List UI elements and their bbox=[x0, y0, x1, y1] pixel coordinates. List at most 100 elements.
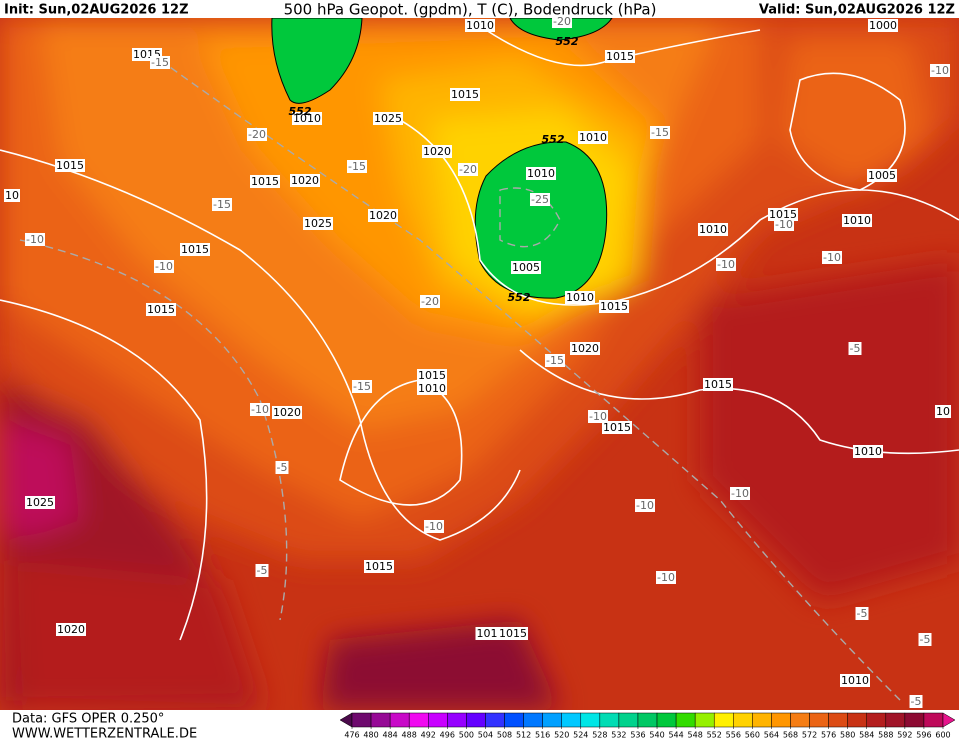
colorbar-bin bbox=[694, 712, 715, 728]
isobar-label-box bbox=[526, 167, 556, 180]
isobar-label: 1010 bbox=[843, 214, 871, 227]
temperature-label: -10 bbox=[589, 410, 607, 423]
temperature-label-box bbox=[255, 564, 269, 577]
colorbar-bin bbox=[847, 712, 867, 728]
isobar-label: 1010 bbox=[527, 167, 555, 180]
colorbar-label: 576 bbox=[821, 731, 836, 740]
isobar-label: 1020 bbox=[273, 406, 301, 419]
isobar-label-box bbox=[272, 406, 302, 419]
temperature-label-box bbox=[822, 251, 842, 264]
isobar-label-box bbox=[417, 369, 447, 382]
temperature-label-box bbox=[918, 633, 932, 646]
colorbar-bin bbox=[599, 712, 620, 728]
temperature-label: -5 bbox=[257, 564, 268, 577]
colorbar-label: 596 bbox=[916, 731, 931, 740]
colorbar-bin bbox=[733, 712, 753, 728]
colorbar-bin bbox=[618, 712, 639, 728]
isobar-label: 1010 bbox=[854, 445, 882, 458]
colorbar-label: 572 bbox=[802, 731, 817, 740]
isobar-label: 101 bbox=[477, 627, 498, 640]
colorbar-bin bbox=[904, 712, 925, 728]
site-name: WWW.WETTERZENTRALE.DE bbox=[12, 727, 197, 741]
colorbar-bin bbox=[370, 712, 391, 728]
temperature-label: -10 bbox=[657, 571, 675, 584]
colorbar-bin bbox=[713, 712, 734, 728]
colorbar-label: 512 bbox=[516, 731, 531, 740]
temperature-label: -10 bbox=[251, 403, 269, 416]
colorbar-label: 552 bbox=[707, 731, 722, 740]
temperature-label: -15 bbox=[651, 126, 669, 139]
colorbar-bin bbox=[675, 712, 696, 728]
temperature-label-box bbox=[530, 193, 550, 206]
colorbar-bin bbox=[828, 712, 848, 728]
isobar-label: 1010 bbox=[418, 382, 446, 395]
isobar-label-box bbox=[364, 560, 394, 573]
isobar-label: 1015 bbox=[451, 88, 479, 101]
temperature-label-box bbox=[347, 160, 367, 173]
colorbar-bin bbox=[752, 712, 772, 728]
colorbar-bin bbox=[504, 712, 524, 728]
map-title: 500 hPa Geopot. (gpdm), T (C), Bodendruc… bbox=[284, 1, 657, 19]
isobar-label-box bbox=[146, 303, 176, 316]
isobar-label-box bbox=[578, 131, 608, 144]
isobar-label-box bbox=[422, 145, 452, 158]
isobar-label: 1015 bbox=[147, 303, 175, 316]
colorbar-label: 524 bbox=[573, 731, 588, 740]
colorbar-bin bbox=[866, 712, 887, 728]
isobar-label: 1000 bbox=[869, 19, 897, 32]
isobar-label: 1015 bbox=[769, 208, 797, 221]
temperature-label: -20 bbox=[553, 15, 571, 28]
isobar-label: 1020 bbox=[423, 145, 451, 158]
temperature-label: -15 bbox=[348, 160, 366, 173]
isobar-label-box bbox=[935, 405, 951, 418]
colorbar-bin bbox=[561, 712, 582, 728]
isobar-label-box bbox=[450, 88, 480, 101]
temperature-label: -10 bbox=[636, 499, 654, 512]
colorbar-label: 496 bbox=[440, 731, 455, 740]
isobar-label-box bbox=[465, 19, 495, 32]
isobar-label-box bbox=[853, 445, 883, 458]
colorbar-bin bbox=[656, 712, 677, 728]
temperature-label: -10 bbox=[425, 520, 443, 533]
isobar-label-box bbox=[599, 300, 629, 313]
isobar-label: 1015 bbox=[600, 300, 628, 313]
isobar-label: 1010 bbox=[841, 674, 869, 687]
colorbar-label: 580 bbox=[840, 731, 855, 740]
isobar-label: 10 bbox=[936, 405, 950, 418]
isobar-label-box bbox=[475, 627, 499, 640]
temperature-label: -10 bbox=[931, 64, 949, 77]
colorbar-bin bbox=[389, 712, 410, 728]
isobar-label: 10 bbox=[5, 189, 19, 202]
isobar-label-box bbox=[25, 496, 55, 509]
colorbar-bin bbox=[523, 712, 543, 728]
isobar-label: 1015 bbox=[56, 159, 84, 172]
isobar-label: 1015 bbox=[704, 378, 732, 391]
temperature-label: -20 bbox=[421, 295, 439, 308]
isobar-label: 1020 bbox=[369, 209, 397, 222]
colorbar-label: 600 bbox=[935, 731, 950, 740]
isobar-label: 1015 bbox=[606, 50, 634, 63]
isobar-label-box bbox=[511, 261, 541, 274]
colorbar-label: 548 bbox=[688, 731, 703, 740]
temperature-label-box bbox=[650, 126, 670, 139]
isobar-label: 1015 bbox=[251, 175, 279, 188]
colorbar-label: 528 bbox=[592, 731, 607, 740]
isobar-label-box bbox=[368, 209, 398, 222]
temperature-label-box bbox=[774, 218, 794, 231]
colorbar-bin bbox=[809, 712, 829, 728]
colorbar-label: 508 bbox=[497, 731, 512, 740]
colorbar-label: 532 bbox=[611, 731, 626, 740]
temperature-label-box bbox=[247, 128, 267, 141]
colorbar-bin bbox=[485, 712, 505, 728]
isobar-label-box bbox=[56, 623, 86, 636]
colorbar-label: 520 bbox=[554, 731, 569, 740]
temperature-label-box bbox=[930, 64, 950, 77]
temperature-label-box bbox=[150, 56, 170, 69]
init-time: Init: Sun,02AUG2026 12Z bbox=[4, 3, 189, 18]
temperature-label-box bbox=[424, 520, 444, 533]
isobar-label: 1010 bbox=[293, 112, 321, 125]
colorbar-bin bbox=[790, 712, 810, 728]
colorbar-label: 592 bbox=[897, 731, 912, 740]
colorbar-label: 504 bbox=[478, 731, 493, 740]
temperature-label: -15 bbox=[151, 56, 169, 69]
